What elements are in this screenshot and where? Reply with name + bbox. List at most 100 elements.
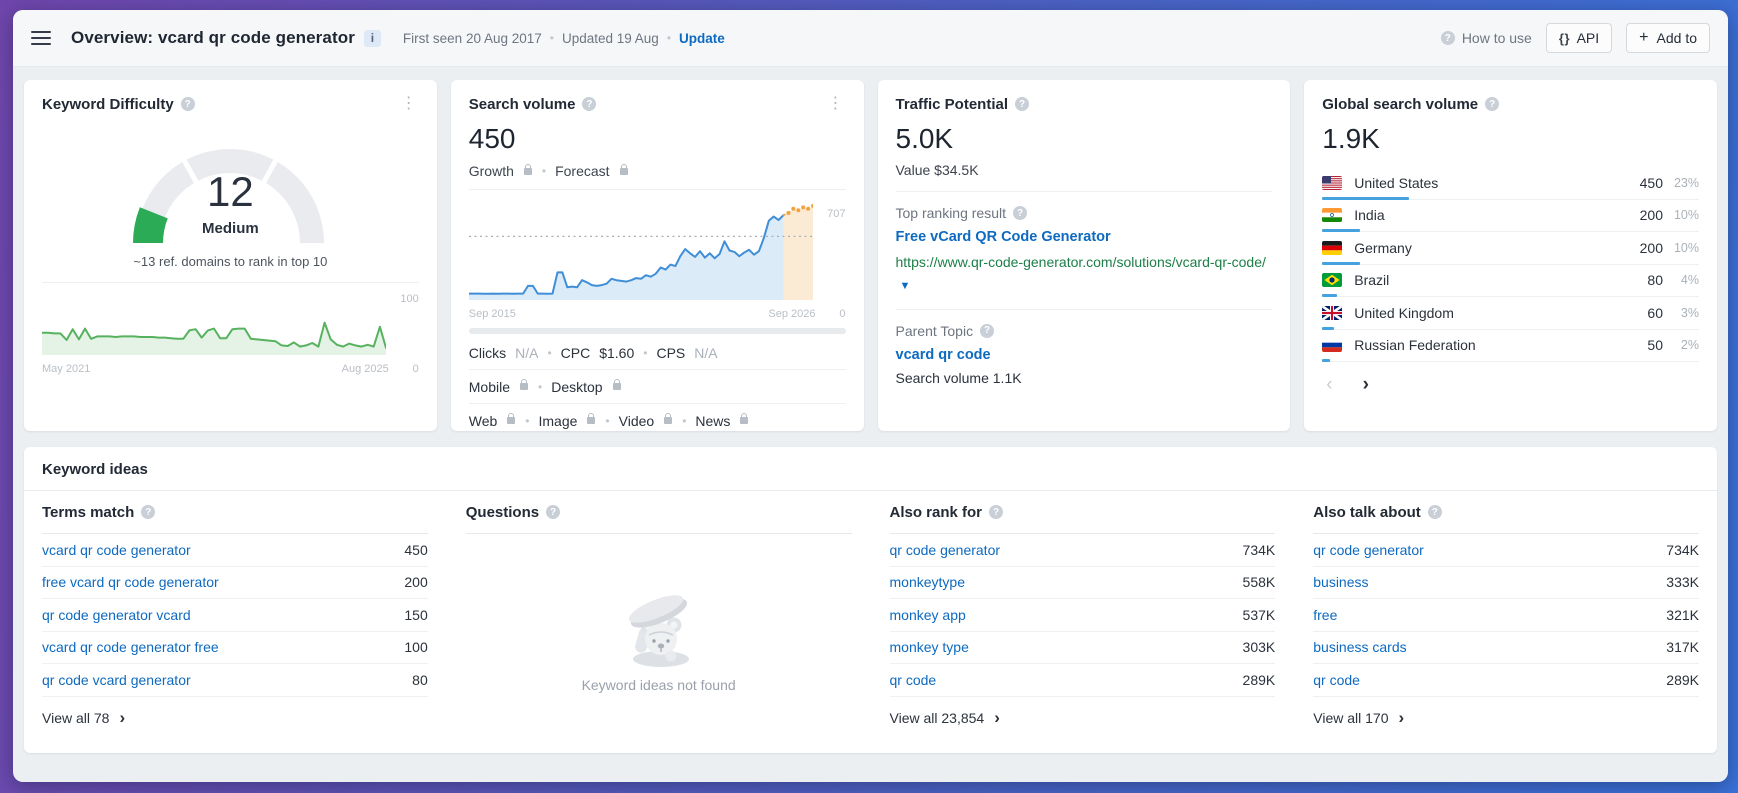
keyword-row: vcard qr code generator free 100 (42, 632, 428, 664)
update-link[interactable]: Update (679, 30, 725, 46)
parent-topic-volume: Search volume 1.1K (895, 369, 1022, 386)
card-title: Search volume (468, 95, 576, 113)
country-share-bar (1322, 359, 1330, 363)
column-header: Also rank for (889, 503, 983, 521)
keyword-volume: 317K (1666, 639, 1699, 656)
help-icon[interactable]: ? (582, 97, 597, 111)
metric-label[interactable]: Mobile (468, 378, 510, 395)
mobile-desktop-row: Mobile • Desktop (468, 369, 846, 403)
keyword-link[interactable]: vcard qr code generator (42, 541, 191, 558)
app-window: Overview: vcard qr code generator i Firs… (13, 10, 1728, 782)
caret-down-icon[interactable]: ▼ (899, 279, 911, 292)
clicks-cpc-cps-row: Clicks N/A • CPC $1.60 • CPS N/A (469, 336, 846, 369)
main-content: Keyword Difficulty ? ⋮ 12 Medium ~13 ref… (13, 67, 1728, 753)
top-result-link[interactable]: Free vCard QR Code Generator (895, 229, 1111, 246)
how-to-use-link[interactable]: ? How to use (1440, 30, 1532, 46)
growth-label[interactable]: Growth (468, 163, 514, 180)
keyword-link[interactable]: qr code generator (1313, 541, 1424, 558)
help-icon[interactable]: ? (989, 505, 1004, 519)
keyword-link[interactable]: qr code generator (889, 541, 1001, 558)
info-badge[interactable]: i (363, 29, 381, 47)
keyword-row: qr code vcard generator 80 (42, 664, 428, 697)
keyword-link[interactable]: monkey app (889, 606, 966, 623)
country-percent: 10% (1673, 240, 1699, 255)
traffic-value-note: Value $34.5K (895, 162, 979, 179)
bullet-separator: • (682, 413, 687, 428)
keyword-link[interactable]: free (1313, 606, 1338, 623)
keyword-link[interactable]: monkey type (889, 639, 969, 656)
metric-value: $1.60 (599, 344, 635, 361)
kd-history-block: 100 0 May 2021 Aug 2025 (41, 282, 419, 375)
lock-icon (587, 413, 596, 425)
metric-value: N/A (694, 344, 718, 361)
metric-label[interactable]: Image (538, 412, 578, 429)
api-button[interactable]: { } API (1545, 23, 1613, 53)
kebab-menu-icon[interactable]: ⋮ (827, 95, 844, 112)
help-icon[interactable]: ? (1485, 97, 1500, 111)
keyword-volume: 289K (1666, 671, 1699, 688)
forecast-label[interactable]: Forecast (555, 163, 610, 180)
help-icon[interactable]: ? (1015, 97, 1030, 111)
keyword-volume: 734K (1666, 541, 1699, 558)
keyword-link[interactable]: vcard qr code generator free (42, 639, 219, 656)
sv-xstart: Sep 2015 (468, 308, 516, 321)
metric-label[interactable]: Web (468, 412, 498, 429)
metric-label[interactable]: Video (618, 412, 655, 429)
bullet-separator: • (605, 413, 610, 428)
keyword-volume: 333K (1666, 574, 1699, 591)
gb-flag-icon (1322, 305, 1343, 320)
bullet-separator: • (525, 413, 530, 428)
metric-label[interactable]: Desktop (551, 378, 603, 395)
keyword-link[interactable]: qr code (1313, 671, 1360, 688)
de-flag-icon (1322, 240, 1343, 255)
br-flag-icon (1322, 273, 1343, 288)
keyword-link[interactable]: qr code (889, 671, 937, 688)
keyword-link[interactable]: business cards (1313, 639, 1407, 656)
chart-scrollbar[interactable] (468, 328, 846, 335)
keyword-volume: 558K (1242, 574, 1276, 591)
keyword-link[interactable]: free vcard qr code generator (42, 574, 219, 591)
keyword-ideas-columns: Terms match? vcard qr code generator 450 fr… (24, 491, 1717, 753)
sv-ymin: 0 (839, 308, 846, 321)
country-volume: 50 (1647, 337, 1663, 354)
help-icon[interactable]: ? (141, 505, 156, 519)
keyword-row: free 321K (1313, 599, 1699, 632)
card-title: Global search volume (1322, 95, 1479, 113)
help-icon[interactable]: ? (180, 97, 195, 111)
keyword-link[interactable]: business (1313, 574, 1369, 591)
country-share-bar (1322, 196, 1409, 200)
keyword-row: business 333K (1313, 567, 1699, 599)
empty-state: Keyword ideas not found (466, 534, 852, 736)
top-bar: Overview: vcard qr code generator i Firs… (13, 10, 1728, 67)
in-flag-icon (1322, 208, 1343, 223)
top-bar-actions: ? How to use { } API + Add to (1440, 23, 1710, 53)
keyword-link[interactable]: qr code generator vcard (42, 606, 191, 623)
metric-label[interactable]: News (695, 412, 731, 429)
braces-icon: { } (1558, 30, 1570, 46)
add-to-button[interactable]: + Add to (1626, 23, 1710, 53)
view-all-link[interactable]: View all 78 › (42, 708, 126, 727)
help-icon[interactable]: ? (1427, 505, 1442, 519)
keyword-volume: 150 (404, 606, 428, 623)
keyword-row: monkey type 303K (889, 632, 1276, 664)
next-page-icon[interactable]: › (1362, 374, 1369, 396)
keyword-difficulty-card: Keyword Difficulty ? ⋮ 12 Medium ~13 ref… (24, 80, 437, 431)
keyword-link[interactable]: monkeytype (889, 574, 965, 591)
view-all-link[interactable]: View all 23,854 › (889, 708, 1000, 727)
help-icon[interactable]: ? (980, 323, 995, 338)
keyword-link[interactable]: qr code vcard generator (42, 671, 191, 688)
first-seen-text: First seen 20 Aug 2017 (402, 30, 542, 46)
metric-value: N/A (515, 344, 539, 361)
hamburger-menu-icon[interactable] (31, 31, 51, 45)
empty-state-illustration (628, 595, 689, 667)
keyword-volume: 200 (404, 574, 428, 591)
prev-page-icon[interactable]: ‹ (1326, 374, 1333, 396)
view-all-link[interactable]: View all 170 › (1313, 708, 1405, 727)
help-icon[interactable]: ? (1013, 206, 1028, 221)
card-title: Traffic Potential (895, 95, 1009, 113)
top-result-url[interactable]: https://www.qr-code-generator.com/soluti… (895, 254, 1266, 292)
search-volume-metrics: Clicks N/A • CPC $1.60 • CPS N/A Mobile • Desktop… (468, 336, 846, 431)
kebab-menu-icon[interactable]: ⋮ (400, 95, 417, 112)
help-icon[interactable]: ? (546, 505, 561, 519)
parent-topic-link[interactable]: vcard qr code (895, 346, 991, 363)
